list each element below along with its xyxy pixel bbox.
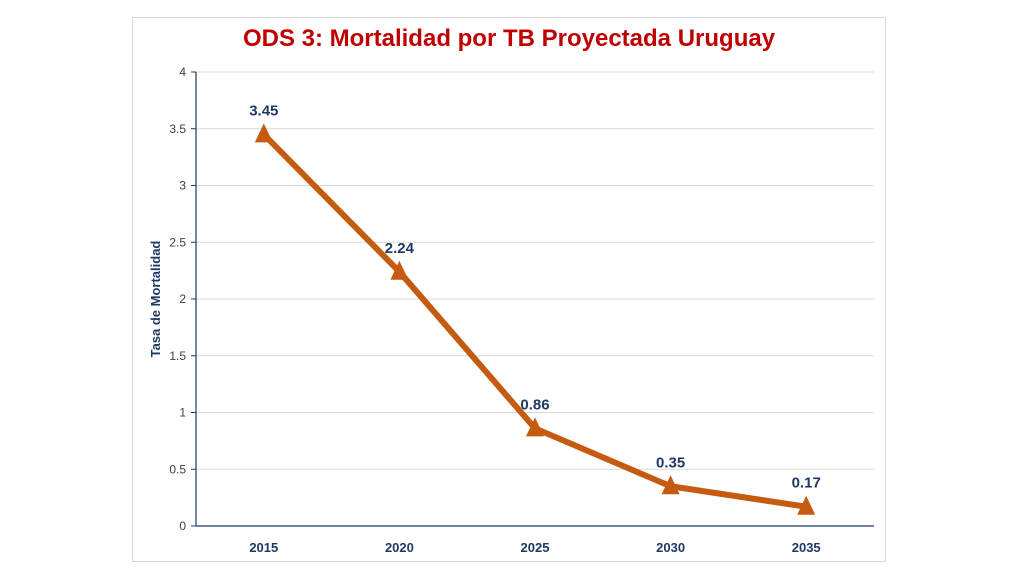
data-label: 3.45: [249, 102, 278, 119]
x-tick-label: 2020: [385, 540, 414, 555]
x-tick-label: 2030: [656, 540, 685, 555]
y-tick-label: 0: [179, 519, 186, 533]
series-markers: [254, 123, 816, 515]
data-label: 0.86: [520, 396, 549, 413]
y-tick-label: 3.5: [169, 122, 186, 136]
y-tick-label: 1: [179, 406, 186, 420]
y-tick-label: 2.5: [169, 235, 186, 249]
data-label: 2.24: [385, 240, 415, 257]
y-tick-label: 1.5: [169, 349, 186, 363]
data-label: 0.17: [792, 475, 821, 492]
data-label: 0.35: [656, 454, 685, 471]
y-tick-label: 0.5: [169, 462, 186, 476]
y-tick-label: 2: [179, 292, 186, 306]
x-tick-label: 2025: [521, 540, 550, 555]
data-point-marker: [797, 495, 816, 515]
series-line: [261, 132, 807, 510]
data-point-marker: [661, 475, 680, 495]
data-point-marker: [526, 417, 544, 437]
data-point-marker: [390, 260, 409, 280]
chart-title: ODS 3: Mortalidad por TB Proyectada Urug…: [242, 25, 776, 52]
data-labels: 3.45 2.24 0.86 0.35 0.17: [249, 102, 821, 491]
chart-frame: [132, 17, 886, 562]
x-tick-label: 2035: [792, 540, 821, 555]
y-tick-label: 3: [179, 179, 186, 193]
y-axis-label: Tasa de Mortalidad: [148, 241, 163, 358]
x-axis-ticks: 2015 2020 2025 2030 2035: [249, 540, 820, 555]
y-axis-ticks: 0 0.5 1 1.5 2 2.5 3 3.5 4: [169, 65, 196, 533]
y-tick-label: 4: [179, 65, 186, 79]
x-tick-label: 2015: [249, 540, 278, 555]
data-point-marker: [254, 123, 273, 143]
gridlines: [196, 71, 874, 470]
